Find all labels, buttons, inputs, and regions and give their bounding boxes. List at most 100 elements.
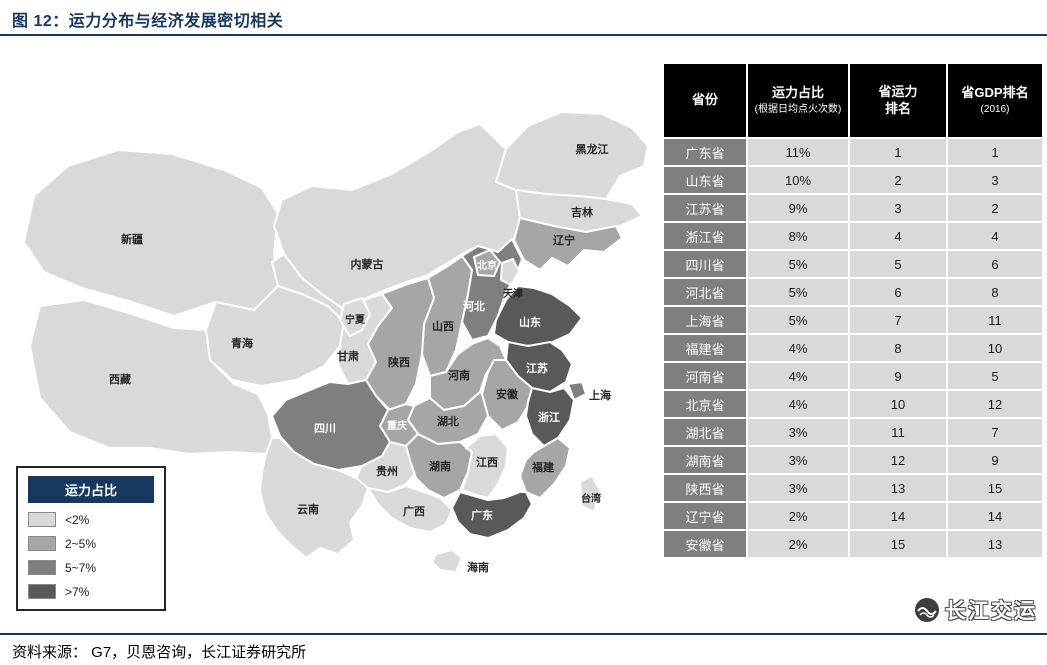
province-label-chongqing: 重庆 [387, 419, 407, 432]
bottom-divider [0, 633, 1047, 635]
table-header-row: 省份 运力占比 (根据日均点火次数) 省运力 排名 省GDP排名 (2016) [662, 62, 1044, 139]
capacity-rank-cell: 7 [848, 305, 948, 335]
share-cell: 2% [746, 529, 850, 559]
share-cell: 11% [746, 137, 850, 167]
share-cell: 2% [746, 501, 850, 531]
legend-swatch-gt7 [28, 584, 56, 599]
legend-label: <2% [65, 512, 90, 527]
province-label-yunnan: 云南 [297, 502, 319, 516]
province-label-jiangsu: 江苏 [526, 361, 548, 375]
map-legend: 运力占比 <2% 2~5% 5~7% >7% [16, 466, 166, 611]
province-guangxi [367, 485, 453, 533]
china-map-svg: 黑龙江 吉林 辽宁 内蒙古 新疆 北京 天津 河北 宁夏 青海 甘肃 山西 山东… [23, 111, 649, 574]
table-row: 辽宁省 2% 14 14 [662, 501, 1044, 531]
col-header-gdp-rank-main: 省GDP排名 [961, 85, 1029, 101]
share-cell: 3% [746, 417, 850, 447]
col-header-share: 运力占比 (根据日均点火次数) [746, 62, 850, 139]
province-label-hainan: 海南 [467, 560, 489, 574]
table-row: 湖南省 3% 12 9 [662, 445, 1044, 475]
share-cell: 4% [746, 333, 850, 363]
province-label-gansu: 甘肃 [337, 349, 359, 363]
province-label-beijing: 北京 [477, 259, 497, 272]
province-label-shanxi: 山西 [432, 319, 454, 333]
province-label-shaanxi: 陕西 [388, 355, 410, 369]
table-row: 安徽省 2% 15 13 [662, 529, 1044, 559]
province-xinjiang [23, 149, 279, 317]
china-choropleth-map: 黑龙江 吉林 辽宁 内蒙古 新疆 北京 天津 河北 宁夏 青海 甘肃 山西 山东… [10, 54, 660, 619]
legend-item: >7% [28, 584, 154, 599]
source-note: 资料来源： G7，贝恩咨询，长江证券研究所 [12, 644, 307, 661]
province-label-xizang: 西藏 [109, 372, 131, 386]
share-cell: 10% [746, 165, 850, 195]
province-cell: 河南省 [662, 361, 748, 391]
table-row: 河北省 5% 6 8 [662, 277, 1044, 307]
table-row: 福建省 4% 8 10 [662, 333, 1044, 363]
watermark: 长江交运 [914, 595, 1037, 625]
province-cell: 湖北省 [662, 417, 748, 447]
province-cell: 江苏省 [662, 193, 748, 223]
legend-swatch-2-5 [28, 536, 56, 551]
table-row: 湖北省 3% 11 7 [662, 417, 1044, 447]
province-yunnan [259, 437, 369, 559]
gdp-rank-cell: 9 [946, 445, 1044, 475]
province-ningxia [339, 297, 371, 337]
gdp-rank-cell: 1 [946, 137, 1044, 167]
province-heilongjiang [495, 111, 649, 200]
capacity-rank-cell: 15 [848, 529, 948, 559]
capacity-rank-cell: 11 [848, 417, 948, 447]
gdp-rank-cell: 5 [946, 361, 1044, 391]
province-label-neimenggu: 内蒙古 [351, 257, 384, 271]
gdp-rank-cell: 7 [946, 417, 1044, 447]
legend-title: 运力占比 [28, 476, 154, 503]
capacity-rank-cell: 9 [848, 361, 948, 391]
province-label-hebei: 河北 [463, 299, 485, 313]
gdp-rank-cell: 15 [946, 473, 1044, 503]
share-cell: 5% [746, 277, 850, 307]
top-divider [0, 34, 1047, 36]
province-label-xinjiang: 新疆 [121, 232, 143, 246]
province-capacity-table: 省份 运力占比 (根据日均点火次数) 省运力 排名 省GDP排名 (2016) [662, 62, 1044, 559]
col-header-share-sub: (根据日均点火次数) [754, 103, 842, 115]
capacity-rank-cell: 4 [848, 221, 948, 251]
capacity-table: 省份 运力占比 (根据日均点火次数) 省运力 排名 省GDP排名 (2016) [662, 62, 1044, 559]
province-cell: 湖南省 [662, 445, 748, 475]
province-label-guangxi: 广西 [403, 504, 425, 518]
col-header-share-main: 运力占比 [771, 85, 824, 101]
gdp-rank-cell: 6 [946, 249, 1044, 279]
province-label-shandong: 山东 [519, 315, 541, 329]
capacity-rank-cell: 8 [848, 333, 948, 363]
province-label-guangdong: 广东 [471, 508, 493, 522]
legend-item: <2% [28, 512, 154, 527]
province-liaoning [513, 217, 623, 271]
table-row: 北京省 4% 10 12 [662, 389, 1044, 419]
table-row: 山东省 10% 2 3 [662, 165, 1044, 195]
province-beijing [473, 249, 501, 277]
share-cell: 8% [746, 221, 850, 251]
province-label-ningxia: 宁夏 [345, 313, 366, 326]
province-guangdong [451, 491, 533, 539]
province-cell: 北京省 [662, 389, 748, 419]
province-label-heilongjiang: 黑龙江 [576, 142, 609, 156]
capacity-rank-cell: 1 [848, 137, 948, 167]
province-cell: 河北省 [662, 277, 748, 307]
province-taiwan [579, 475, 601, 513]
province-anhui [481, 359, 533, 431]
province-xizang [29, 299, 273, 455]
table-row: 四川省 5% 5 6 [662, 249, 1044, 279]
share-cell: 3% [746, 445, 850, 475]
gdp-rank-cell: 8 [946, 277, 1044, 307]
col-header-province-label: 省份 [691, 92, 718, 108]
col-header-capacity-rank: 省运力 排名 [848, 62, 948, 139]
province-cell: 安徽省 [662, 529, 748, 559]
capacity-rank-cell: 13 [848, 473, 948, 503]
gdp-rank-cell: 4 [946, 221, 1044, 251]
share-cell: 3% [746, 473, 850, 503]
changjiang-logo-icon [915, 598, 939, 622]
gdp-rank-cell: 2 [946, 193, 1044, 223]
province-label-tianjin: 天津 [503, 287, 523, 300]
province-zhejiang [525, 387, 575, 447]
col-header-capacity-rank-line1: 省运力 [878, 84, 918, 100]
capacity-rank-cell: 14 [848, 501, 948, 531]
province-fujian [519, 437, 571, 499]
